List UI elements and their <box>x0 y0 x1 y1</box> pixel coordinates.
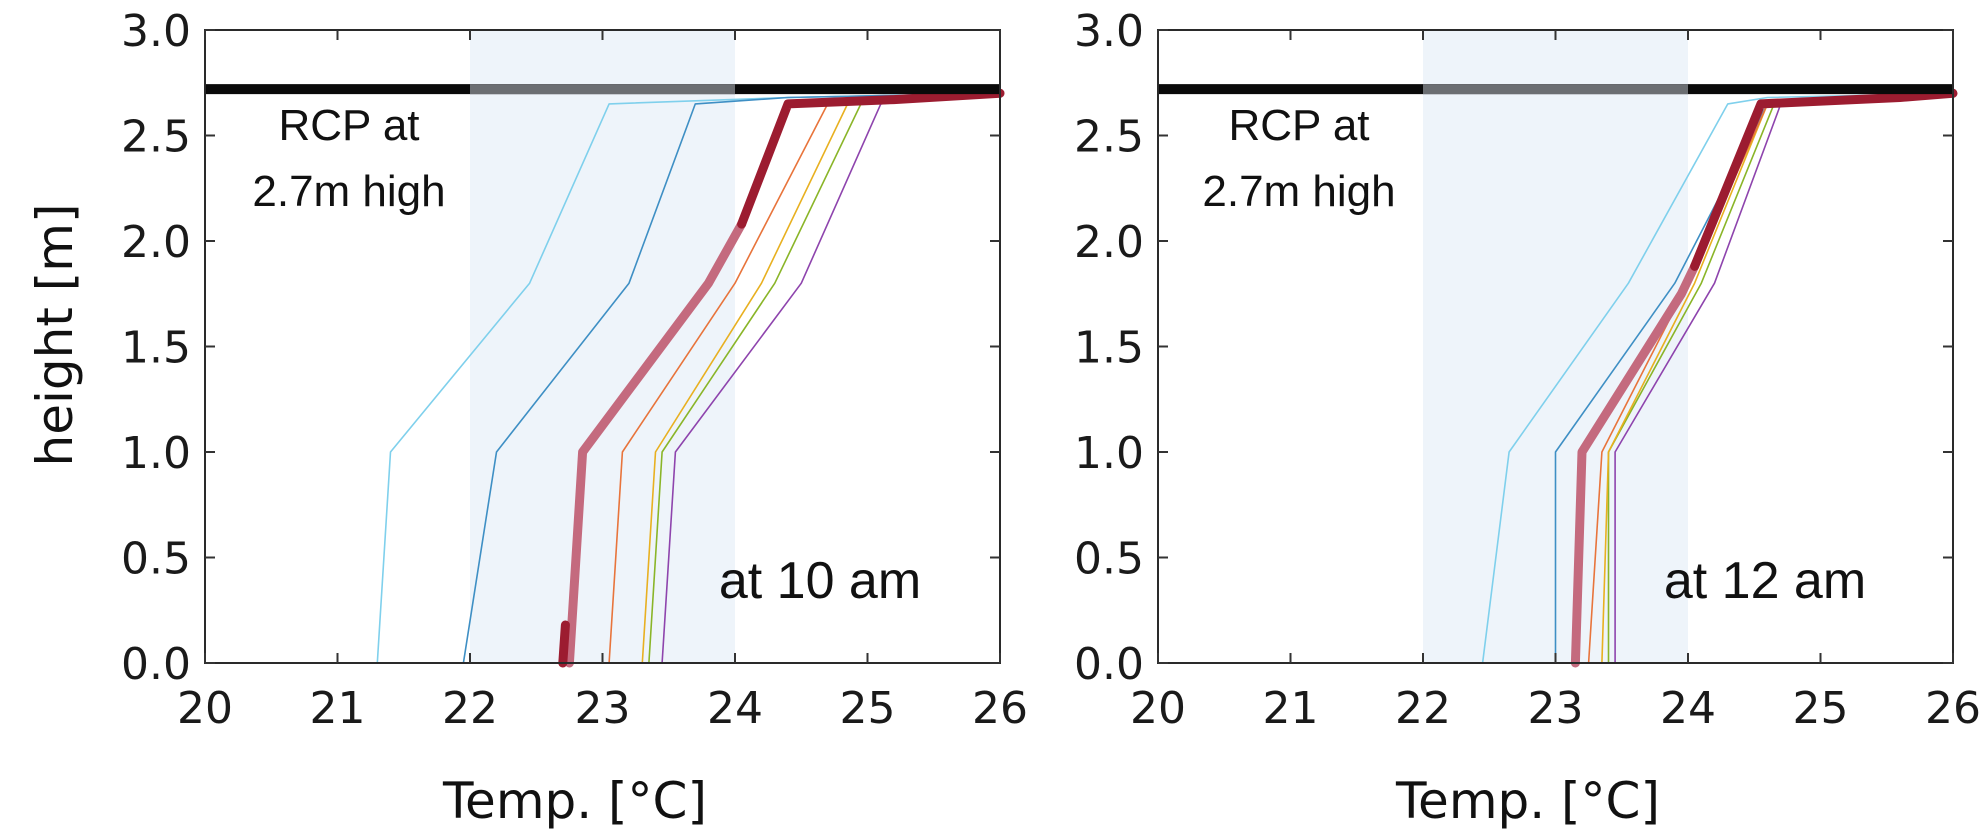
x-tick-label: 25 <box>1793 683 1849 734</box>
annotation-box <box>232 82 467 227</box>
y-tick-label: 1.5 <box>121 323 191 374</box>
annotation-line-1: RCP at <box>1228 101 1369 150</box>
time-label: at 12 am <box>1664 552 1866 610</box>
x-tick-label: 21 <box>1263 683 1319 734</box>
x-tick-label: 22 <box>442 683 498 734</box>
x-tick-label: 23 <box>1528 683 1584 734</box>
series-line <box>1690 88 1958 271</box>
annotation-line-2: 2.7m high <box>252 167 445 216</box>
comfort-band <box>470 30 735 663</box>
y-tick-label: 2.5 <box>1074 112 1144 163</box>
y-tick-label: 1.0 <box>1074 428 1144 479</box>
annotation-line-2: 2.7m high <box>1202 167 1395 216</box>
x-axis-title-right: Temp. [°C] <box>1395 772 1660 830</box>
y-tick-label: 2.0 <box>121 217 191 268</box>
x-tick-label: 24 <box>707 683 763 734</box>
y-tick-label: 0.5 <box>1074 534 1144 585</box>
series-line <box>737 88 1005 229</box>
time-label: at 10 am <box>719 552 921 610</box>
x-tick-label: 26 <box>972 683 1028 734</box>
x-tick-label: 26 <box>1925 683 1981 734</box>
series-line <box>462 92 1001 664</box>
y-tick-label: 1.5 <box>1074 323 1144 374</box>
y-tick-label: 0.5 <box>121 534 191 585</box>
x-tick-label: 22 <box>1395 683 1451 734</box>
series-line <box>564 219 747 668</box>
series-line <box>1570 261 1700 668</box>
x-axis-title-left: Temp. [°C] <box>442 772 707 830</box>
y-tick-label: 3.0 <box>121 6 191 57</box>
x-tick-label: 24 <box>1660 683 1716 734</box>
y-tick-label: 2.5 <box>121 112 191 163</box>
x-tick-label: 25 <box>840 683 896 734</box>
x-tick-label: 23 <box>575 683 631 734</box>
y-axis-title: height [m] <box>26 204 84 467</box>
chart-right: 0.0 0.5 1.0 1.5 2.0 2.5 3.0 20 21 22 23 24 25 26 RCP a… <box>1074 6 1981 830</box>
x-tick-label: 20 <box>1130 683 1186 734</box>
y-tick-label: 3.0 <box>1074 6 1144 57</box>
y-tick-label: 1.0 <box>121 428 191 479</box>
y-tick-label: 0.0 <box>1074 639 1144 690</box>
y-tick-label: 2.0 <box>1074 217 1144 268</box>
series-line <box>558 620 570 668</box>
annotation-box <box>1182 82 1417 227</box>
chart-left: 0.0 0.5 1.0 1.5 2.0 2.5 3.0 20 21 22 23 24 25 26 RCP a… <box>26 6 1028 830</box>
annotation-line-1: RCP at <box>278 101 419 150</box>
series-line <box>1481 92 1954 664</box>
y-tick-label: 0.0 <box>121 639 191 690</box>
x-tick-label: 20 <box>177 683 233 734</box>
x-tick-label: 21 <box>310 683 366 734</box>
